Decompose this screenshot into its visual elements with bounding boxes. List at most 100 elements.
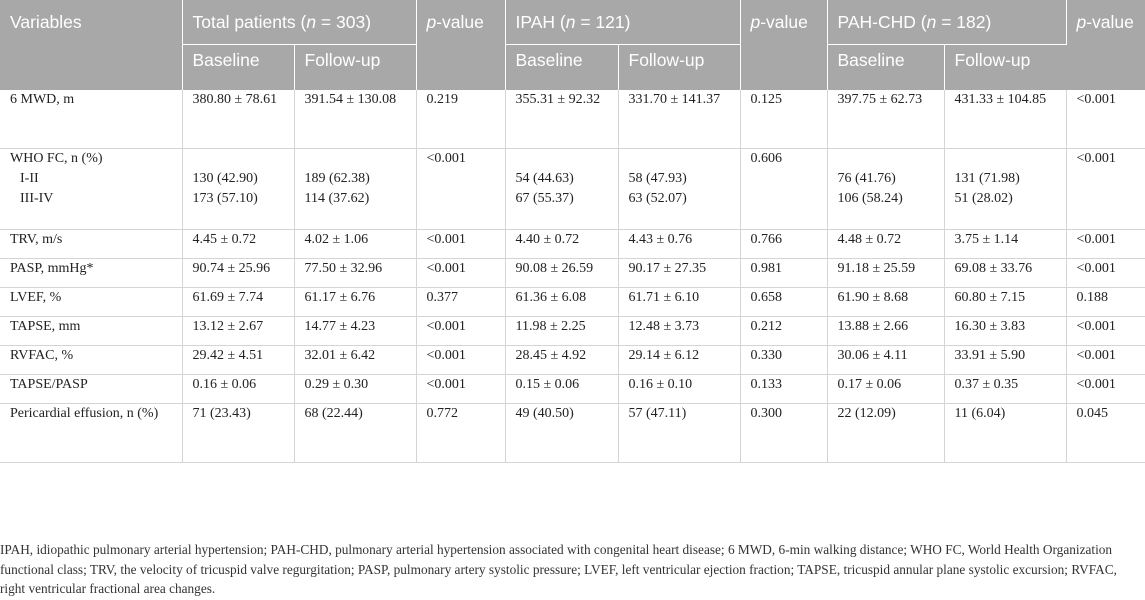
header-pahchd: PAH-CHD (n = 182) <box>827 0 1067 45</box>
cell-total-pvalue: <0.001 <box>416 229 506 259</box>
cell-pahchd-pvalue: 0.188 <box>1066 287 1145 317</box>
who-sub-2: III-IV <box>20 191 54 206</box>
cell-total-pvalue: 0.772 <box>416 403 506 463</box>
cell-pahchd-baseline: 397.75 ± 62.73 <box>827 90 945 149</box>
table-row-6mwd: 6 MWD, m 380.80 ± 78.61 391.54 ± 130.08 … <box>0 90 1145 149</box>
cell-pahchd-baseline: 30.06 ± 4.11 <box>827 345 945 375</box>
cell-total-baseline: 71 (23.43) <box>182 403 295 463</box>
cell-ipah-followup: 0.16 ± 0.10 <box>618 374 741 404</box>
cell-ipah-followup: 12.48 ± 3.73 <box>618 316 741 346</box>
cell-pahchd-baseline: 4.48 ± 0.72 <box>827 229 945 259</box>
table-row-pasp: PASP, mmHg* 90.74 ± 25.96 77.50 ± 32.96 … <box>0 258 1145 288</box>
cell-total-baseline: 380.80 ± 78.61 <box>182 90 295 149</box>
cell-total-pvalue: <0.001 <box>416 148 506 230</box>
cell-ipah-baseline: 49 (40.50) <box>505 403 619 463</box>
cell-total-followup: 68 (22.44) <box>294 403 417 463</box>
cell-total-followup: 391.54 ± 130.08 <box>294 90 417 149</box>
cell-total-baseline: 61.69 ± 7.74 <box>182 287 295 317</box>
cell-total-baseline: 13.12 ± 2.67 <box>182 316 295 346</box>
cell-total-followup: 14.77 ± 4.23 <box>294 316 417 346</box>
cell-pahchd-baseline: 76 (41.76) 106 (58.24) <box>827 148 945 230</box>
cell-ipah-pvalue: 0.133 <box>740 374 828 404</box>
cell-pahchd-followup: 16.30 ± 3.83 <box>944 316 1067 346</box>
cell-pahchd-baseline: 61.90 ± 8.68 <box>827 287 945 317</box>
cell-variable: TAPSE/PASP <box>0 374 183 404</box>
cell-total-pvalue: <0.001 <box>416 345 506 375</box>
cell-ipah-pvalue: 0.330 <box>740 345 828 375</box>
cell-total-pvalue: <0.001 <box>416 258 506 288</box>
cell-variable: LVEF, % <box>0 287 183 317</box>
cell-ipah-followup: 57 (47.11) <box>618 403 741 463</box>
cell-variable: PASP, mmHg* <box>0 258 183 288</box>
cell-total-followup: 189 (62.38) 114 (37.62) <box>294 148 417 230</box>
cell-ipah-followup: 29.14 ± 6.12 <box>618 345 741 375</box>
cell-ipah-baseline: 54 (44.63) 67 (55.37) <box>505 148 619 230</box>
cell-ipah-baseline: 28.45 ± 4.92 <box>505 345 619 375</box>
cell-total-followup: 32.01 ± 6.42 <box>294 345 417 375</box>
cell-pahchd-pvalue: <0.001 <box>1066 316 1145 346</box>
cell-variable: TRV, m/s <box>0 229 183 259</box>
cell-total-pvalue: 0.219 <box>416 90 506 149</box>
cell-pahchd-pvalue: <0.001 <box>1066 258 1145 288</box>
cell-total-baseline: 0.16 ± 0.06 <box>182 374 295 404</box>
cell-ipah-baseline: 355.31 ± 92.32 <box>505 90 619 149</box>
table-row-tapse: TAPSE, mm 13.12 ± 2.67 14.77 ± 4.23 <0.0… <box>0 316 1145 346</box>
table-row-rvfac: RVFAC, % 29.42 ± 4.51 32.01 ± 6.42 <0.00… <box>0 345 1145 375</box>
who-sub-1: I-II <box>20 171 39 186</box>
cell-ipah-pvalue: 0.212 <box>740 316 828 346</box>
cell-ipah-baseline: 11.98 ± 2.25 <box>505 316 619 346</box>
cell-ipah-baseline: 90.08 ± 26.59 <box>505 258 619 288</box>
who-label: WHO FC, n (%) <box>10 151 103 166</box>
cell-total-baseline: 90.74 ± 25.96 <box>182 258 295 288</box>
cell-total-baseline: 130 (42.90) 173 (57.10) <box>182 148 295 230</box>
cell-total-followup: 4.02 ± 1.06 <box>294 229 417 259</box>
cell-variable: 6 MWD, m <box>0 90 183 149</box>
cell-ipah-baseline: 4.40 ± 0.72 <box>505 229 619 259</box>
table-row-pericardial-effusion: Pericardial effusion, n (%) 71 (23.43) 6… <box>0 403 1145 463</box>
header-ipah: IPAH (n = 121) <box>505 0 741 45</box>
cell-pahchd-followup: 60.80 ± 7.15 <box>944 287 1067 317</box>
cell-pahchd-pvalue: <0.001 <box>1066 90 1145 149</box>
table-row-lvef: LVEF, % 61.69 ± 7.74 61.17 ± 6.76 0.377 … <box>0 287 1145 317</box>
cell-pahchd-baseline: 22 (12.09) <box>827 403 945 463</box>
cell-total-followup: 77.50 ± 32.96 <box>294 258 417 288</box>
header-followup: Follow-up <box>618 44 741 90</box>
cell-pahchd-baseline: 0.17 ± 0.06 <box>827 374 945 404</box>
cell-pahchd-followup: 69.08 ± 33.76 <box>944 258 1067 288</box>
cell-variable: Pericardial effusion, n (%) <box>0 403 183 463</box>
cell-variable: TAPSE, mm <box>0 316 183 346</box>
cell-ipah-pvalue: 0.300 <box>740 403 828 463</box>
data-table: Variables Total patients (n = 303) p-val… <box>0 0 1145 463</box>
cell-pahchd-pvalue: <0.001 <box>1066 229 1145 259</box>
table-row-tapse-pasp: TAPSE/PASP 0.16 ± 0.06 0.29 ± 0.30 <0.00… <box>0 374 1145 404</box>
header-pvalue-ipah: p-value <box>740 0 828 90</box>
cell-pahchd-baseline: 13.88 ± 2.66 <box>827 316 945 346</box>
table-footnote: IPAH, idiopathic pulmonary arterial hype… <box>0 542 1117 596</box>
cell-ipah-followup: 90.17 ± 27.35 <box>618 258 741 288</box>
header-baseline: Baseline <box>182 44 295 90</box>
header-baseline: Baseline <box>505 44 619 90</box>
cell-variable: WHO FC, n (%) I-II III-IV <box>0 148 183 230</box>
cell-pahchd-followup: 0.37 ± 0.35 <box>944 374 1067 404</box>
cell-pahchd-followup: 131 (71.98) 51 (28.02) <box>944 148 1067 230</box>
header-pvalue-total: p-value <box>416 0 506 90</box>
cell-pahchd-pvalue: 0.045 <box>1066 403 1145 463</box>
cell-ipah-pvalue: 0.125 <box>740 90 828 149</box>
header-total: Total patients (n = 303) <box>182 0 417 45</box>
cell-pahchd-baseline: 91.18 ± 25.59 <box>827 258 945 288</box>
cell-ipah-followup: 58 (47.93) 63 (52.07) <box>618 148 741 230</box>
header-followup: Follow-up <box>294 44 417 90</box>
cell-variable: RVFAC, % <box>0 345 183 375</box>
cell-ipah-pvalue: 0.766 <box>740 229 828 259</box>
cell-ipah-pvalue: 0.658 <box>740 287 828 317</box>
cell-pahchd-pvalue: <0.001 <box>1066 345 1145 375</box>
cell-pahchd-followup: 3.75 ± 1.14 <box>944 229 1067 259</box>
cell-pahchd-followup: 431.33 ± 104.85 <box>944 90 1067 149</box>
table-row-who-fc: WHO FC, n (%) I-II III-IV 130 (42.90) 173… <box>0 148 1145 230</box>
table-row-trv: TRV, m/s 4.45 ± 0.72 4.02 ± 1.06 <0.001 … <box>0 229 1145 259</box>
cell-ipah-followup: 61.71 ± 6.10 <box>618 287 741 317</box>
header-row-1: Variables Total patients (n = 303) p-val… <box>0 0 1145 90</box>
cell-total-pvalue: <0.001 <box>416 316 506 346</box>
cell-pahchd-followup: 33.91 ± 5.90 <box>944 345 1067 375</box>
cell-pahchd-followup: 11 (6.04) <box>944 403 1067 463</box>
